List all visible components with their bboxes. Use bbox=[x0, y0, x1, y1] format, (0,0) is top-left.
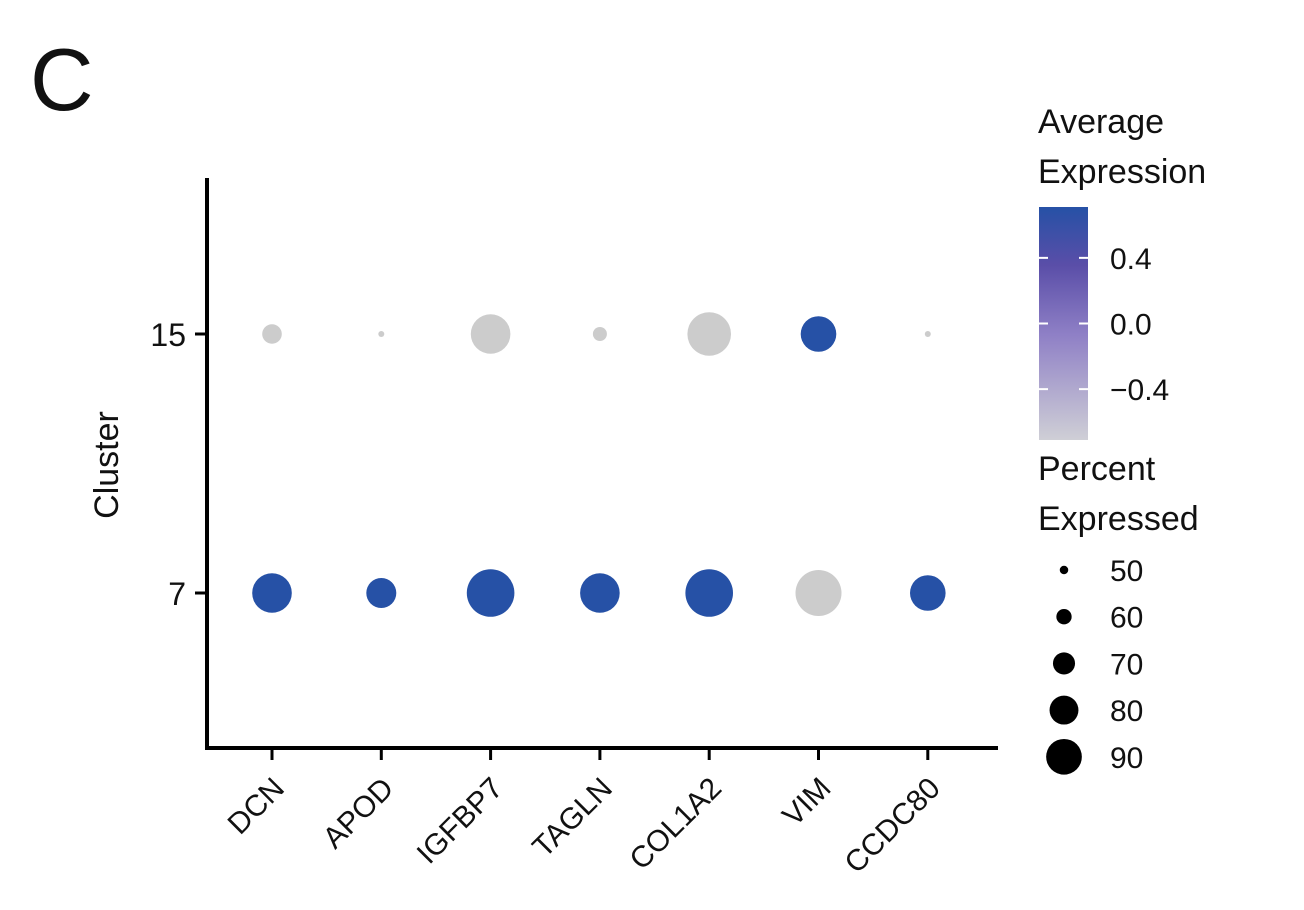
dot-igfbp7-cluster-7 bbox=[466, 569, 515, 617]
size-legend-title-line1: Percent bbox=[1038, 450, 1156, 488]
dot-dcn-cluster-7 bbox=[252, 573, 292, 613]
y-tick-label: 7 bbox=[168, 576, 186, 612]
dot-apod-cluster-15 bbox=[378, 331, 385, 337]
size-legend-dot bbox=[1046, 738, 1082, 775]
dot-ccdc80-cluster-7 bbox=[910, 575, 946, 611]
x-tick-label: APOD bbox=[317, 772, 400, 855]
size-legend-dot bbox=[1056, 609, 1072, 625]
size-legend-dot bbox=[1059, 565, 1069, 575]
color-legend-title-line1: Average bbox=[1038, 103, 1164, 141]
color-legend-tick-label: −0.4 bbox=[1110, 374, 1169, 407]
color-legend: Average Expression 0.4 0.0 −0.4 bbox=[1038, 103, 1206, 440]
x-tick-label: IGFBP7 bbox=[411, 772, 510, 871]
x-tick-label: TAGLN bbox=[526, 772, 618, 864]
dot-col1a2-cluster-15 bbox=[687, 312, 731, 356]
dot-tagln-cluster-7 bbox=[580, 573, 620, 613]
dot-vim-cluster-7 bbox=[795, 570, 842, 616]
size-legend-label: 50 bbox=[1110, 555, 1143, 588]
dot-ccdc80-cluster-15 bbox=[924, 331, 931, 337]
y-axis-label: Cluster bbox=[88, 411, 126, 519]
size-legend: Percent Expressed 50 60 70 80 90 bbox=[1038, 450, 1199, 775]
dot-col1a2-cluster-7 bbox=[685, 569, 733, 617]
dot-igfbp7-cluster-15 bbox=[470, 314, 511, 354]
dot-apod-cluster-7 bbox=[366, 578, 397, 608]
dot-dcn-cluster-15 bbox=[262, 324, 282, 344]
size-legend-label: 90 bbox=[1110, 742, 1143, 775]
dot-vim-cluster-15 bbox=[800, 316, 837, 352]
size-legend-title-line2: Expressed bbox=[1038, 500, 1199, 538]
size-legend-label: 70 bbox=[1110, 648, 1143, 681]
x-tick-label: CCDC80 bbox=[839, 772, 947, 880]
x-tick-label: VIM bbox=[776, 772, 837, 833]
size-legend-dot bbox=[1049, 695, 1079, 725]
x-tick-label: COL1A2 bbox=[623, 772, 728, 877]
color-legend-title-line2: Expression bbox=[1038, 153, 1206, 191]
size-legend-label: 60 bbox=[1110, 602, 1143, 635]
size-legend-dot bbox=[1052, 652, 1076, 675]
dot-tagln-cluster-15 bbox=[592, 327, 607, 341]
color-legend-tick-label: 0.4 bbox=[1110, 243, 1152, 276]
size-legend-label: 80 bbox=[1110, 695, 1143, 728]
x-tick-label: DCN bbox=[222, 772, 291, 841]
color-legend-tick-label: 0.0 bbox=[1110, 309, 1152, 342]
panel-label: C bbox=[30, 30, 94, 129]
y-tick-label: 15 bbox=[150, 317, 186, 353]
